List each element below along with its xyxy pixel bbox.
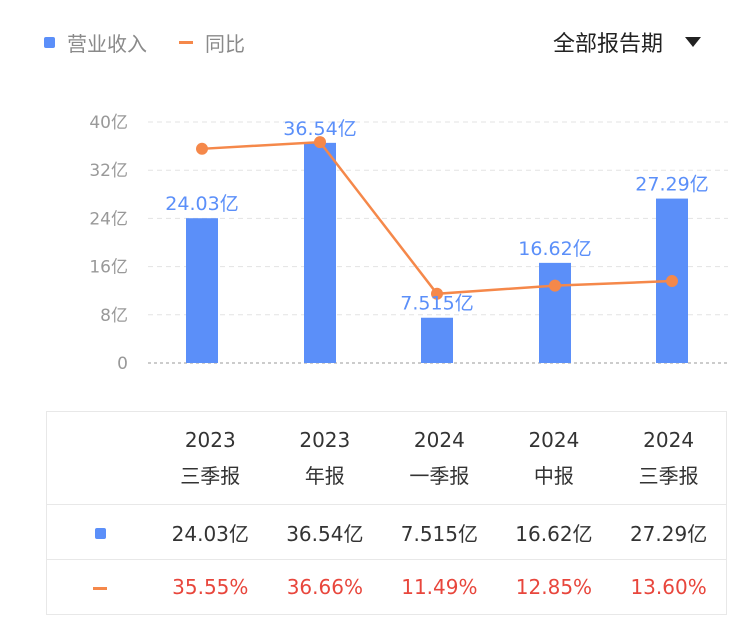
yoy-point — [666, 275, 678, 288]
yoy-point — [196, 142, 208, 155]
period-header: 2024 一季报 — [382, 411, 497, 505]
caret-down-icon — [685, 37, 702, 47]
revenue-cell: 27.29亿 — [611, 504, 727, 560]
period-type: 三季报 — [638, 464, 699, 488]
bar-value-label: 36.54亿 — [283, 118, 356, 140]
yoy-cell: 13.60% — [611, 559, 727, 615]
bar-row-key — [46, 504, 153, 560]
period-label: 全部报告期 — [553, 32, 664, 57]
y-tick-label: 8亿 — [100, 306, 128, 326]
yoy-cell: 12.85% — [496, 559, 612, 615]
revenue-cell: 36.54亿 — [267, 504, 383, 560]
bar-value-label: 7.515亿 — [400, 293, 473, 315]
revenue-cell: 7.515亿 — [382, 504, 497, 560]
bar — [304, 142, 336, 363]
bar-value-label: 16.62亿 — [518, 238, 591, 260]
period-header: 2023 年报 — [267, 411, 383, 505]
period-year: 2024 — [413, 428, 465, 452]
period-year: 2024 — [528, 428, 580, 452]
revenue-cell: 16.62亿 — [496, 504, 612, 560]
period-year: 2023 — [299, 428, 351, 452]
period-dropdown[interactable]: 全部报告期 — [553, 26, 702, 58]
legend-bar-icon — [44, 37, 55, 48]
yoy-point — [431, 287, 443, 300]
period-header: 2024 中报 — [496, 411, 612, 505]
legend-bar-label[interactable]: 营业收入 — [67, 32, 147, 56]
bar — [421, 317, 453, 363]
line-row-key — [46, 559, 153, 615]
period-type: 三季报 — [180, 464, 241, 488]
bar — [186, 218, 218, 363]
bar — [539, 262, 571, 363]
line-series-icon — [93, 587, 107, 590]
yoy-point — [549, 279, 561, 292]
chart: 0 8亿 16亿 24亿 32亿 40亿 24.03亿 36.54亿 7.515亿 16.62亿 2… — [89, 113, 728, 374]
period-year: 2024 — [643, 428, 695, 452]
legend-line-label[interactable]: 同比 — [205, 32, 245, 56]
yoy-cell: 35.55% — [153, 559, 268, 615]
period-header: 2024 三季报 — [611, 411, 727, 505]
data-table: 2023 三季报 2023 年报 2024 一季报 2024 中报 2024 三季报 24.03亿… — [46, 411, 727, 615]
y-tick-label: 24亿 — [89, 209, 128, 229]
yoy-cell: 11.49% — [382, 559, 497, 615]
y-tick-label: 0 — [117, 354, 128, 374]
legend: 营业收入 同比 — [44, 28, 245, 57]
period-year: 2023 — [184, 428, 236, 452]
period-type: 中报 — [533, 464, 574, 488]
period-type: 一季报 — [409, 464, 470, 488]
period-header: 2023 三季报 — [153, 411, 268, 505]
y-tick-label: 40亿 — [89, 113, 128, 133]
period-type: 年报 — [304, 464, 345, 488]
revenue-cell: 24.03亿 — [153, 504, 268, 560]
bar-value-label: 27.29亿 — [635, 174, 708, 196]
corner-cell — [46, 411, 153, 505]
y-tick-label: 16亿 — [89, 258, 128, 278]
yoy-cell: 36.66% — [267, 559, 383, 615]
yoy-point — [314, 136, 326, 149]
bar-value-label: 24.03亿 — [165, 193, 238, 215]
bar-series-icon — [94, 528, 106, 539]
y-tick-label: 32亿 — [89, 161, 128, 181]
legend-line-icon — [179, 41, 193, 44]
